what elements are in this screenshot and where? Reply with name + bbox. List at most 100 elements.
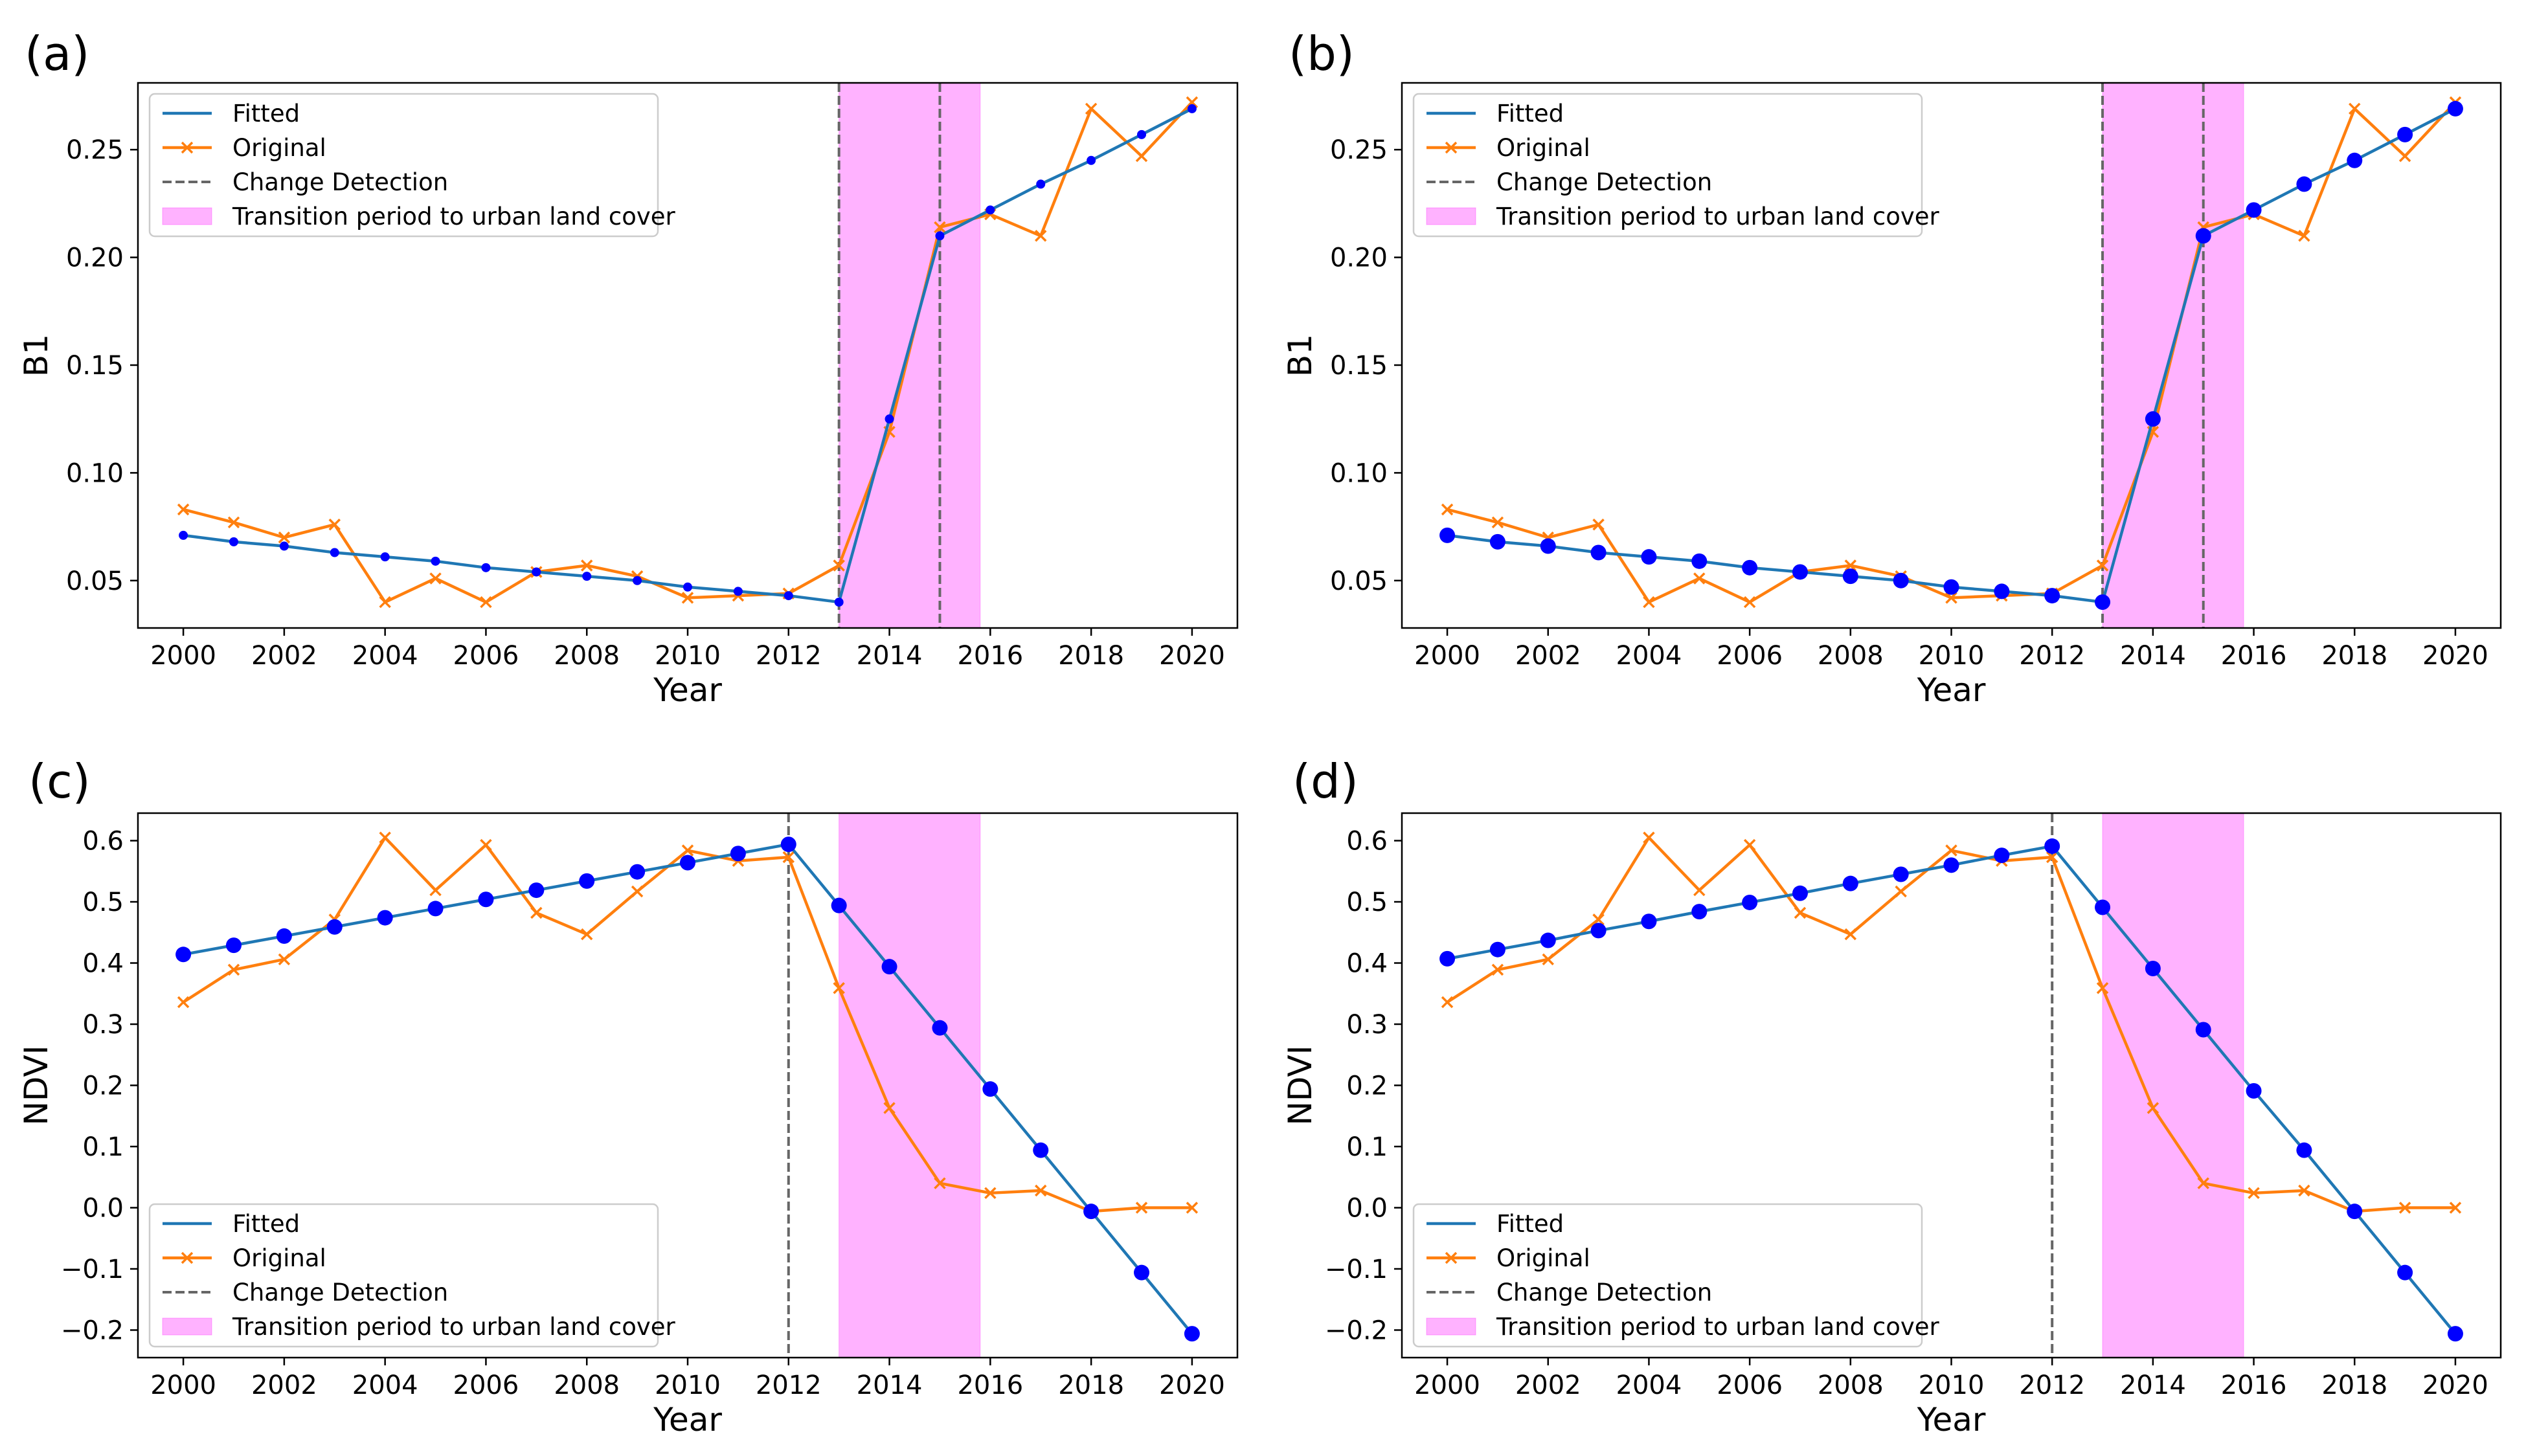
x-tick-label: 2000 [150,1371,216,1400]
original-point [631,885,644,898]
x-tick-label: 2016 [2221,641,2287,671]
original-point [177,503,190,516]
fitted-point [1994,583,2010,599]
fitted-point [1742,894,1758,910]
x-tick-label: 2010 [1919,1371,1985,1400]
fitted-point [2397,126,2413,142]
y-tick-label: −0.1 [1325,1255,1388,1284]
original-point [177,996,190,1009]
fitted-point [1134,1264,1150,1281]
x-tick-label: 2012 [756,1371,822,1400]
fitted-point [2296,1142,2312,1158]
original-point [278,953,291,966]
legend-original-label: Original [232,1244,326,1272]
x-tick-label: 2002 [1515,641,1581,671]
fitted-point [1842,875,1858,891]
y-tick-label: 0.05 [66,566,124,596]
fitted-point [680,855,695,871]
y-tick-label: 0.6 [1346,827,1388,857]
fitted-point [380,552,390,562]
x-tick-label: 2020 [1159,1371,1225,1400]
fitted-point [982,1081,998,1097]
original-point [2096,982,2109,994]
original-point [782,851,795,864]
x-tick-label: 2002 [251,1371,317,1400]
fitted-point [1691,553,1708,569]
fitted-point [175,946,192,963]
original-point [1441,996,1454,1009]
original-point [580,559,593,572]
fitted-point [528,882,545,899]
fitted-point [2044,588,2060,604]
original-point [1743,596,1756,609]
fitted-point [2246,202,2262,218]
legend-box [148,93,659,238]
original-point [1186,96,1199,109]
fitted-point [1641,549,1657,565]
original-point [2298,230,2310,242]
fitted-point [1540,932,1556,948]
fitted-point [225,937,242,954]
y-tick-label: 0.6 [82,827,124,857]
y-tick-label: 0.15 [1330,351,1388,381]
fitted-point [1792,564,1808,580]
x-tick-label: 2018 [1058,1371,1124,1400]
x-tick-label: 2020 [2422,641,2488,671]
fitted-point [481,563,491,572]
plot-area [1439,83,2463,628]
original-point [1693,884,1706,897]
x-tick-label: 2018 [2321,641,2387,671]
y-tick-label: −0.2 [1325,1316,1388,1345]
y-tick-label: 0.1 [1346,1132,1388,1162]
original-point [429,884,442,897]
fitted-point [532,567,541,577]
y-tick-label: 0.20 [1330,243,1388,273]
fitted-point [330,548,339,557]
x-tick-label: 2012 [2019,641,2085,671]
fitted-point [834,598,844,607]
legend-transition-swatch [162,207,212,225]
y-axis-label: B1 [17,334,55,377]
y-tick-label: 0.3 [1346,1010,1388,1040]
fitted-point [1439,950,1456,967]
x-tick-label: 2012 [2019,1371,2085,1400]
legend-original-marker [181,1251,194,1264]
fitted-point [1087,155,1096,165]
legend: Fitted Original Change Detection Transition… [1412,1203,1940,1348]
fitted-point [2347,152,2363,168]
transition-period-band [2102,813,2244,1358]
original-point [934,221,946,234]
fitted-point [2347,1204,2363,1220]
y-tick-label: 0.0 [82,1193,124,1223]
legend-fitted-label: Fitted [232,100,300,128]
original-point [1844,559,1857,572]
x-tick-label: 2008 [554,1371,620,1400]
original-point [2398,1202,2411,1214]
legend: Fitted Original Change Detection Transition… [1412,93,1940,238]
x-tick-label: 2008 [554,641,620,671]
panel-d: 2000 2002 2004 2006 2008 2010 2012 2014 2016 2018… [1281,754,2502,1439]
fitted-point [2145,961,2161,977]
x-tick-label: 2010 [1919,641,1985,671]
panel-c: 2000 2002 2004 2006 2008 2010 2012 2014 2016 2018… [17,754,1239,1439]
y-tick-label: 0.2 [82,1071,124,1101]
fitted-point [881,959,897,975]
fitted-point [1691,904,1708,920]
legend-change-label: Change Detection [1496,1279,1712,1306]
fitted-point [1742,559,1758,576]
original-point [681,592,694,604]
panel-a: 2000 2002 2004 2006 2008 2010 2012 2014 2016 2018… [17,27,1239,709]
panel-b: 2000 2002 2004 2006 2008 2010 2012 2014 2016 2018… [1281,27,2502,709]
y-tick-label: 0.20 [66,243,124,273]
legend-fitted-label: Fitted [1496,100,1564,128]
original-point [1034,230,1047,242]
fitted-point [1590,544,1607,561]
original-point [2046,851,2058,864]
y-tick-label: 0.3 [82,1010,124,1040]
plot-area [177,83,1199,628]
x-tick-label: 2020 [2422,1371,2488,1400]
fitted-point [2246,1083,2262,1099]
x-tick-label: 2016 [2221,1371,2287,1400]
y-axis-label: NDVI [1281,1046,1319,1126]
original-point [480,596,492,609]
